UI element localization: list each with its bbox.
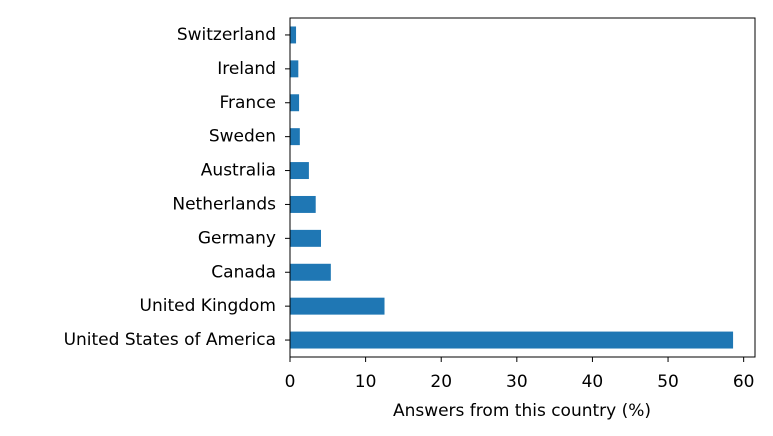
- x-tick-label-1: 10: [355, 372, 377, 392]
- y-tick-label-4: Netherlands: [172, 194, 276, 214]
- y-tick-label-9: Switzerland: [177, 25, 276, 45]
- y-tick-label-6: Sweden: [209, 127, 276, 147]
- y-tick-label-8: Ireland: [217, 59, 276, 79]
- y-tick-label-1: United Kingdom: [140, 296, 276, 316]
- bar-0: [290, 331, 734, 349]
- bar-4: [290, 195, 316, 213]
- plot-frame: [289, 17, 756, 358]
- x-tick-label-0: 0: [285, 372, 296, 392]
- bar-9: [290, 26, 297, 44]
- bar-6: [290, 128, 300, 146]
- y-tick-label-2: Canada: [211, 262, 276, 282]
- bar-2: [290, 263, 331, 281]
- x-ticks: 0 10 20 30 40 50 60: [285, 357, 755, 392]
- x-tick-label-3: 30: [506, 372, 528, 392]
- y-tick-label-0: United States of America: [64, 330, 276, 350]
- bar-3: [290, 229, 321, 247]
- y-tick-labels: United States of America United Kingdom Ca…: [64, 25, 290, 350]
- x-axis-label: Answers from this country (%): [393, 401, 651, 421]
- x-tick-label-6: 60: [733, 372, 755, 392]
- y-tick-label-5: Australia: [201, 161, 276, 181]
- y-tick-label-7: France: [219, 93, 276, 113]
- x-tick-label-4: 40: [582, 372, 604, 392]
- bar-1: [290, 297, 385, 315]
- bars: [290, 26, 734, 349]
- bar-7: [290, 94, 300, 112]
- x-tick-label-5: 50: [657, 372, 679, 392]
- bar-8: [290, 60, 299, 78]
- x-tick-label-2: 20: [430, 372, 452, 392]
- y-tick-label-3: Germany: [198, 228, 276, 248]
- bar-5: [290, 162, 309, 180]
